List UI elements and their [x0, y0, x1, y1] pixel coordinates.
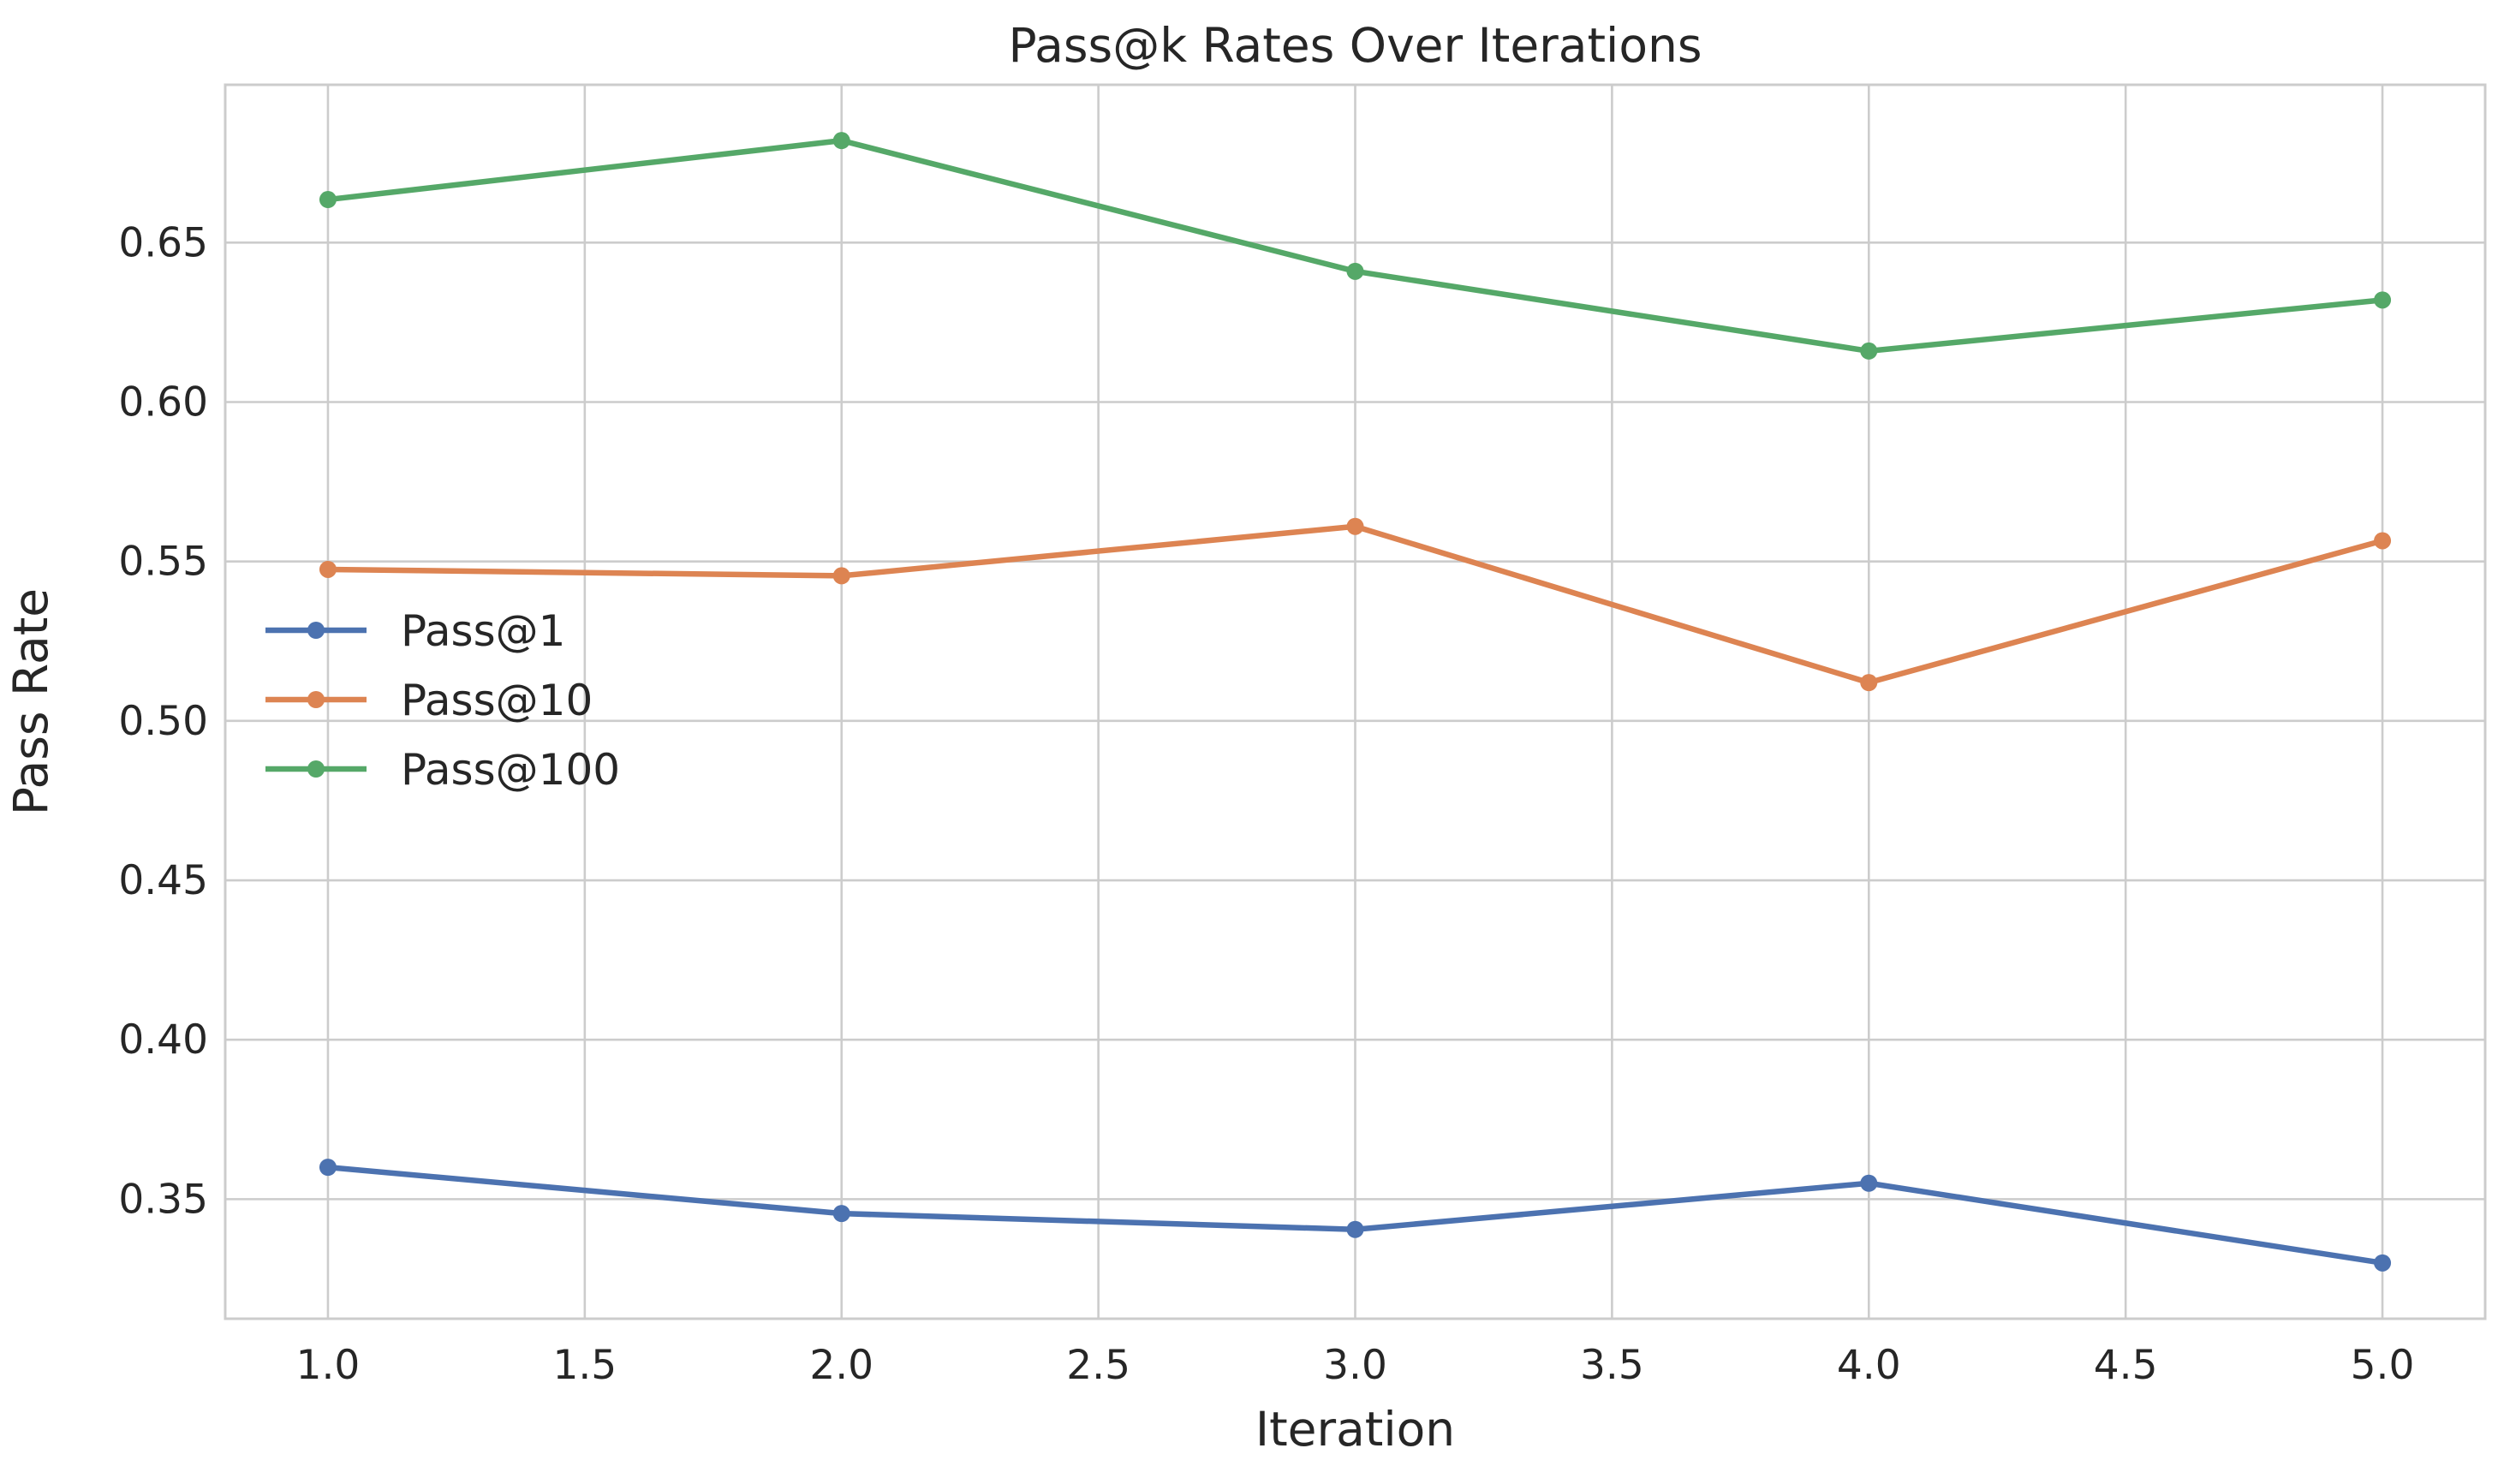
data-point: [1346, 262, 1364, 280]
legend-marker: [307, 691, 325, 708]
x-tick-label: 2.0: [809, 1342, 873, 1389]
y-tick-label: 0.65: [118, 219, 208, 266]
legend-label: Pass@100: [401, 745, 620, 795]
y-tick-label: 0.40: [118, 1016, 208, 1064]
series-pass-100: [319, 132, 2392, 360]
data-point: [2374, 291, 2392, 309]
y-tick-label: 0.50: [118, 698, 208, 745]
legend-item: Pass@1: [265, 606, 565, 656]
x-tick-label: 4.0: [1837, 1342, 1901, 1389]
series-pass-1: [319, 1159, 2392, 1272]
data-point: [1346, 1220, 1364, 1238]
x-tick-label: 5.0: [2351, 1342, 2415, 1389]
data-point: [319, 1159, 337, 1177]
data-point: [832, 567, 850, 585]
plot-frame: [224, 83, 2487, 1320]
y-tick-label: 0.60: [118, 378, 208, 426]
series-layer: [319, 132, 2392, 1272]
x-axis-label: Iteration: [1255, 1402, 1455, 1457]
data-point: [2374, 1254, 2392, 1272]
data-point: [832, 1205, 850, 1223]
x-tick-label: 2.5: [1066, 1342, 1130, 1389]
legend-item: Pass@100: [265, 745, 620, 795]
legend: Pass@1 Pass@10 Pass@100: [265, 606, 620, 795]
chart-title: Pass@k Rates Over Iterations: [1008, 18, 1702, 73]
data-point: [319, 191, 337, 209]
x-tick-label: 4.5: [2094, 1342, 2158, 1389]
legend-marker: [307, 760, 325, 778]
data-point: [2374, 532, 2392, 550]
data-point: [1860, 342, 1878, 360]
data-point: [1346, 517, 1364, 535]
x-tick-label: 3.0: [1323, 1342, 1387, 1389]
x-tick-label: 1.5: [552, 1342, 617, 1389]
y-tick-label: 0.55: [118, 539, 208, 586]
x-tick-label: 1.0: [296, 1342, 361, 1389]
y-tick-label: 0.35: [118, 1176, 208, 1223]
tick-labels: 1.0 1.5 2.0 2.5 3.0 3.5 4.0 4.5 5.0 0.35 0.40 0.45 0…: [118, 219, 2414, 1389]
data-point: [1860, 1174, 1878, 1192]
legend-label: Pass@1: [401, 606, 565, 656]
y-axis-label: Pass Rate: [3, 588, 58, 815]
data-point: [319, 560, 337, 578]
data-point: [1860, 674, 1878, 692]
y-tick-label: 0.45: [118, 857, 208, 904]
x-tick-label: 3.5: [1580, 1342, 1644, 1389]
legend-item: Pass@10: [265, 676, 593, 725]
series-pass-10: [319, 517, 2392, 692]
legend-marker: [307, 622, 325, 639]
grid-lines: [225, 85, 2485, 1319]
legend-label: Pass@10: [401, 676, 593, 725]
data-point: [832, 132, 850, 150]
